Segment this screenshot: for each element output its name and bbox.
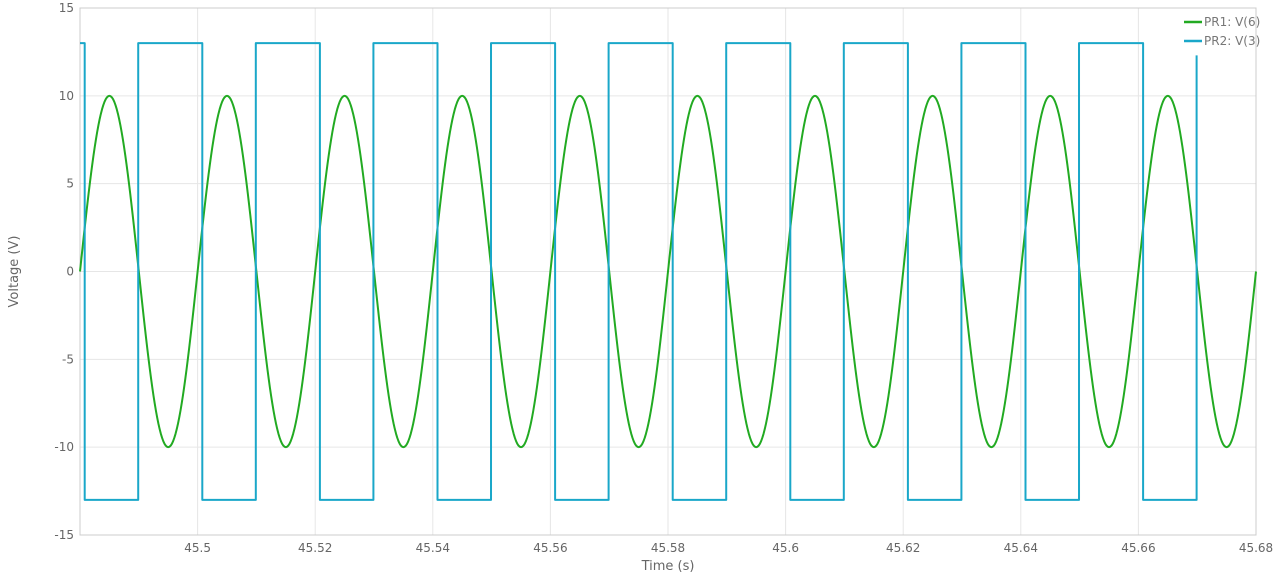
- y-tick-label: 10: [59, 89, 74, 103]
- y-tick-label: 15: [59, 1, 74, 15]
- x-axis-title: Time (s): [641, 559, 695, 574]
- legend-label: PR2: V(3): [1204, 34, 1260, 48]
- y-tick-label: -5: [62, 352, 74, 366]
- x-tick-label: 45.64: [1004, 541, 1038, 555]
- x-tick-label: 45.68: [1239, 541, 1273, 555]
- x-tick-label: 45.56: [533, 541, 567, 555]
- series-line-pr1-v-6: [79, 94, 1257, 449]
- legend-label: PR1: V(6): [1204, 15, 1260, 29]
- series-group: [79, 42, 1257, 501]
- legend[interactable]: PR1: V(6) PR2: V(3): [1184, 15, 1260, 48]
- y-axis-ticks: -15 -10 -5 0 5 10 15: [54, 1, 74, 542]
- legend-item-pr1-v-6[interactable]: PR1: V(6): [1184, 15, 1260, 29]
- y-tick-label: -10: [54, 440, 74, 454]
- x-tick-label: 45.6: [772, 541, 799, 555]
- legend-item-pr2-v-3[interactable]: PR2: V(3): [1184, 34, 1260, 48]
- y-tick-label: 5: [66, 177, 74, 191]
- series-line-pr2-v-3: [80, 42, 1198, 501]
- y-axis-title: Voltage (V): [7, 236, 22, 308]
- x-axis-ticks: 45.5 45.52 45.54 45.56 45.58 45.6 45.62 45.64 45…: [184, 541, 1273, 555]
- x-tick-label: 45.52: [298, 541, 332, 555]
- y-tick-label: 0: [66, 265, 74, 279]
- x-tick-label: 45.62: [886, 541, 920, 555]
- x-tick-label: 45.5: [184, 541, 211, 555]
- y-tick-label: -15: [54, 528, 74, 542]
- x-tick-label: 45.58: [651, 541, 685, 555]
- x-tick-label: 45.66: [1121, 541, 1155, 555]
- x-tick-label: 45.54: [416, 541, 450, 555]
